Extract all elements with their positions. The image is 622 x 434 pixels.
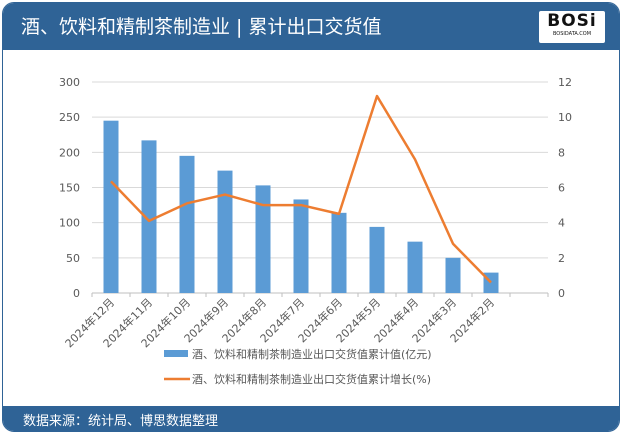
logo-text: BOSi xyxy=(547,11,597,31)
page-title: 酒、饮料和精制茶制造业 | 累计出口交货值 xyxy=(21,16,382,38)
right-axis-tick: 10 xyxy=(558,111,572,124)
bar xyxy=(179,155,195,293)
right-axis-tick: 0 xyxy=(558,287,565,300)
right-axis-tick: 6 xyxy=(558,182,565,195)
logo-subtext: BOSIDATA.COM xyxy=(552,31,592,37)
bar xyxy=(141,140,157,293)
left-axis-tick: 0 xyxy=(73,287,80,300)
left-axis-tick: 200 xyxy=(59,146,80,159)
bar xyxy=(331,212,347,293)
left-axis-tick: 100 xyxy=(59,217,80,230)
bar xyxy=(217,170,233,293)
bar xyxy=(407,241,423,293)
left-axis-tick: 250 xyxy=(59,111,80,124)
right-axis-tick: 12 xyxy=(558,76,572,89)
left-axis-tick: 50 xyxy=(66,252,80,265)
bar xyxy=(369,226,385,293)
bar xyxy=(445,257,461,293)
logo: BOSi BOSIDATA.COM xyxy=(539,11,605,43)
left-axis-tick: 150 xyxy=(59,182,80,195)
header: 酒、饮料和精制茶制造业 | 累计出口交货值 BOSi BOSIDATA.COM xyxy=(3,3,619,50)
footer: 数据来源：统计局、博思数据整理 xyxy=(3,406,619,431)
legend-bar-swatch xyxy=(164,350,188,357)
right-axis-tick: 4 xyxy=(558,217,565,230)
right-axis-tick: 8 xyxy=(558,146,565,159)
left-axis-tick: 300 xyxy=(59,76,80,89)
data-source: 数据来源：统计局、博思数据整理 xyxy=(23,414,219,429)
legend-bar-label: 酒、饮料和精制茶制造业出口交货值累计值(亿元) xyxy=(192,347,432,361)
right-axis-tick: 2 xyxy=(558,252,565,265)
bar xyxy=(255,185,271,293)
bar xyxy=(103,120,119,293)
legend-line-label: 酒、饮料和精制茶制造业出口交货值累计增长(%) xyxy=(192,372,431,386)
bar xyxy=(293,199,309,293)
